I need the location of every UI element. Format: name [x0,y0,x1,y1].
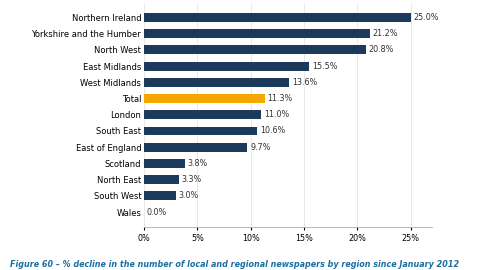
Bar [144,94,264,103]
Text: 11.3%: 11.3% [267,94,292,103]
Bar [144,175,179,184]
Bar [144,62,309,70]
Text: 0.0%: 0.0% [147,208,167,217]
Bar [144,159,184,168]
Text: 20.8%: 20.8% [369,45,394,54]
Text: 3.3%: 3.3% [182,175,202,184]
Bar [144,127,257,136]
Bar [144,191,176,200]
Text: 25.0%: 25.0% [413,13,439,22]
Text: 3.0%: 3.0% [179,191,199,200]
Bar [144,13,411,22]
Text: 3.8%: 3.8% [187,159,207,168]
Text: 10.6%: 10.6% [260,126,285,136]
Text: 9.7%: 9.7% [250,143,271,152]
Text: 13.6%: 13.6% [292,78,317,87]
Text: 21.2%: 21.2% [373,29,398,38]
Bar [144,29,370,38]
Text: 11.0%: 11.0% [264,110,289,119]
Text: Figure 60 – % decline in the number of local and regional newspapers by region s: Figure 60 – % decline in the number of l… [10,260,459,269]
Bar [144,45,366,54]
Text: 15.5%: 15.5% [312,62,337,70]
Bar [144,110,261,119]
Bar [144,78,289,87]
Bar [144,143,248,152]
